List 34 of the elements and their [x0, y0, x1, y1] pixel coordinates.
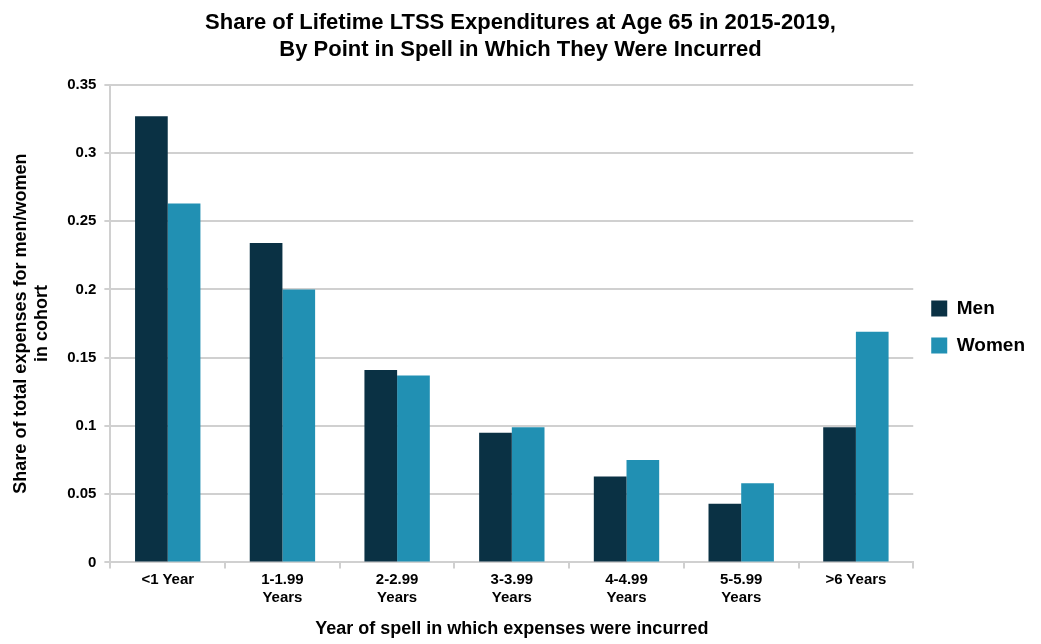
- y-tick-label: 0.1: [75, 416, 97, 434]
- bar: [135, 116, 168, 562]
- y-tick-label: 0.2: [75, 279, 97, 297]
- bar: [708, 503, 742, 562]
- x-tick-label: 2-2.99 Years: [375, 569, 419, 605]
- legend-label: Women: [956, 333, 1025, 355]
- x-tick-label: >6 Years: [825, 569, 887, 587]
- y-tick-label: 0.35: [67, 74, 97, 92]
- x-axis-title: Year of spell in which expenses were incurred: [315, 618, 709, 639]
- bar: [626, 460, 660, 562]
- y-tick-label: 0.25: [67, 211, 97, 229]
- bar: [167, 203, 201, 562]
- bar: [364, 370, 398, 562]
- x-tick-label: 1-1.99 Years: [261, 569, 304, 605]
- x-tick-label: 3-3.99 Years: [490, 569, 534, 605]
- x-tick-label: <1 Year: [141, 569, 195, 587]
- bar: [249, 243, 283, 562]
- bar: [479, 432, 512, 562]
- bar: [823, 427, 856, 562]
- bar: [741, 483, 774, 562]
- bar: [397, 375, 430, 562]
- bar: [593, 476, 627, 562]
- y-tick-label: 0.15: [67, 347, 97, 365]
- bar: [282, 289, 316, 562]
- y-tick-label: 0: [88, 552, 97, 570]
- y-axis-title: Share of total expenses for men/women in cohort: [9, 153, 52, 494]
- bar: [855, 331, 889, 562]
- chart-title: Share of Lifetime LTSS Expenditures at Age 65 in 2015-2019, By Point in Spell in Which They Were Incurred: [205, 9, 836, 61]
- legend-label: Men: [956, 296, 995, 318]
- x-tick-label: 5-5.99 Years: [719, 569, 763, 605]
- y-tick-label: 0.3: [75, 143, 97, 161]
- bar: [511, 427, 545, 562]
- x-tick-label: 4-4.99 Years: [605, 569, 648, 605]
- y-tick-label: 0.05: [67, 484, 97, 502]
